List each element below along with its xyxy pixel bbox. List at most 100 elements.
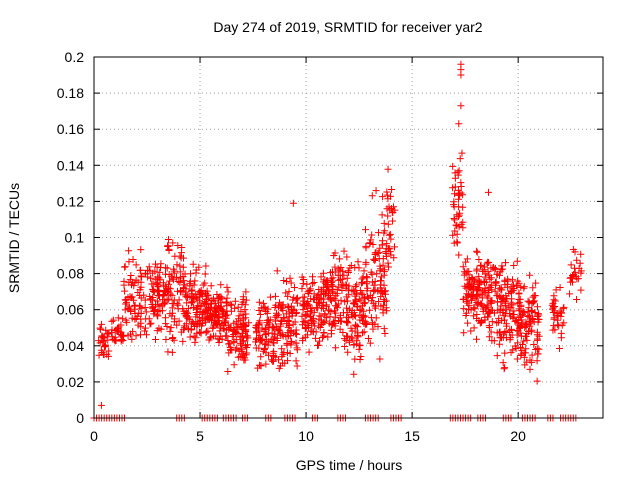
data-point — [371, 257, 379, 265]
data-point — [528, 308, 536, 316]
data-point — [170, 265, 178, 273]
data-point — [503, 280, 511, 288]
data-point — [96, 324, 104, 332]
data-point — [483, 292, 491, 300]
data-point — [305, 348, 313, 356]
data-point — [473, 276, 481, 284]
data-point — [502, 259, 510, 267]
data-point — [352, 283, 360, 291]
data-point — [529, 284, 537, 292]
data-point — [372, 249, 380, 257]
data-point — [134, 278, 142, 286]
data-point — [357, 279, 365, 287]
data-point — [460, 329, 468, 337]
data-point — [355, 264, 363, 272]
data-point — [374, 229, 382, 237]
data-point — [189, 298, 197, 306]
data-point — [493, 319, 501, 327]
data-point — [292, 357, 300, 365]
data-point — [142, 324, 150, 332]
data-point — [308, 304, 316, 312]
data-point — [464, 319, 472, 327]
data-point — [155, 287, 163, 295]
data-point — [186, 282, 194, 290]
data-point — [351, 292, 359, 300]
data-point — [156, 268, 164, 276]
data-point — [473, 335, 481, 343]
data-point — [344, 268, 352, 276]
data-point — [170, 269, 178, 277]
data-point — [231, 297, 239, 305]
data-point — [328, 285, 336, 293]
data-point — [554, 312, 562, 320]
data-point — [475, 255, 483, 263]
y-tick-label: 0.14 — [57, 157, 84, 173]
data-point — [496, 271, 504, 279]
data-point — [465, 290, 473, 298]
data-point — [207, 333, 215, 341]
data-point — [462, 258, 470, 266]
data-point — [516, 313, 524, 321]
data-point — [519, 320, 527, 328]
data-point — [192, 334, 200, 342]
data-point — [379, 261, 387, 269]
data-point — [168, 291, 176, 299]
data-point — [108, 317, 116, 325]
data-point — [188, 290, 196, 298]
data-point — [289, 305, 297, 313]
data-point — [104, 336, 112, 344]
data-point — [277, 320, 285, 328]
data-point — [382, 304, 390, 312]
data-point — [181, 281, 189, 289]
data-point — [502, 294, 510, 302]
data-point — [256, 338, 264, 346]
data-point — [526, 365, 534, 373]
data-point — [531, 292, 539, 300]
data-point — [216, 327, 224, 335]
data-point — [153, 327, 161, 335]
data-point — [271, 330, 279, 338]
data-point — [343, 304, 351, 312]
data-point — [517, 283, 525, 291]
data-point — [184, 314, 192, 322]
data-point — [379, 309, 387, 317]
data-point — [345, 314, 353, 322]
data-point — [378, 211, 386, 219]
data-point — [485, 288, 493, 296]
points-layer — [90, 60, 585, 422]
data-point — [104, 329, 112, 337]
data-point — [293, 362, 301, 370]
data-point — [214, 295, 222, 303]
data-point — [551, 326, 559, 334]
data-point — [283, 340, 291, 348]
data-point — [360, 328, 368, 336]
data-point — [140, 291, 148, 299]
data-point — [384, 212, 392, 220]
data-point — [384, 220, 392, 228]
data-point — [283, 349, 291, 357]
data-point — [173, 261, 181, 269]
data-point — [525, 312, 533, 320]
data-point — [161, 298, 169, 306]
data-point — [188, 320, 196, 328]
data-point — [577, 269, 585, 277]
data-point — [464, 299, 472, 307]
data-point — [117, 332, 125, 340]
data-point — [256, 331, 264, 339]
data-point — [499, 306, 507, 314]
data-point — [380, 219, 388, 227]
data-point — [191, 277, 199, 285]
data-point — [513, 331, 521, 339]
data-point — [524, 312, 532, 320]
data-point — [487, 328, 495, 336]
data-point — [462, 269, 470, 277]
data-point — [464, 283, 472, 291]
data-point — [366, 239, 374, 247]
data-point — [470, 324, 478, 332]
data-point — [521, 361, 529, 369]
data-point — [481, 313, 489, 321]
data-point — [477, 261, 485, 269]
data-point — [493, 352, 501, 360]
data-point — [307, 327, 315, 335]
data-point — [535, 345, 543, 353]
